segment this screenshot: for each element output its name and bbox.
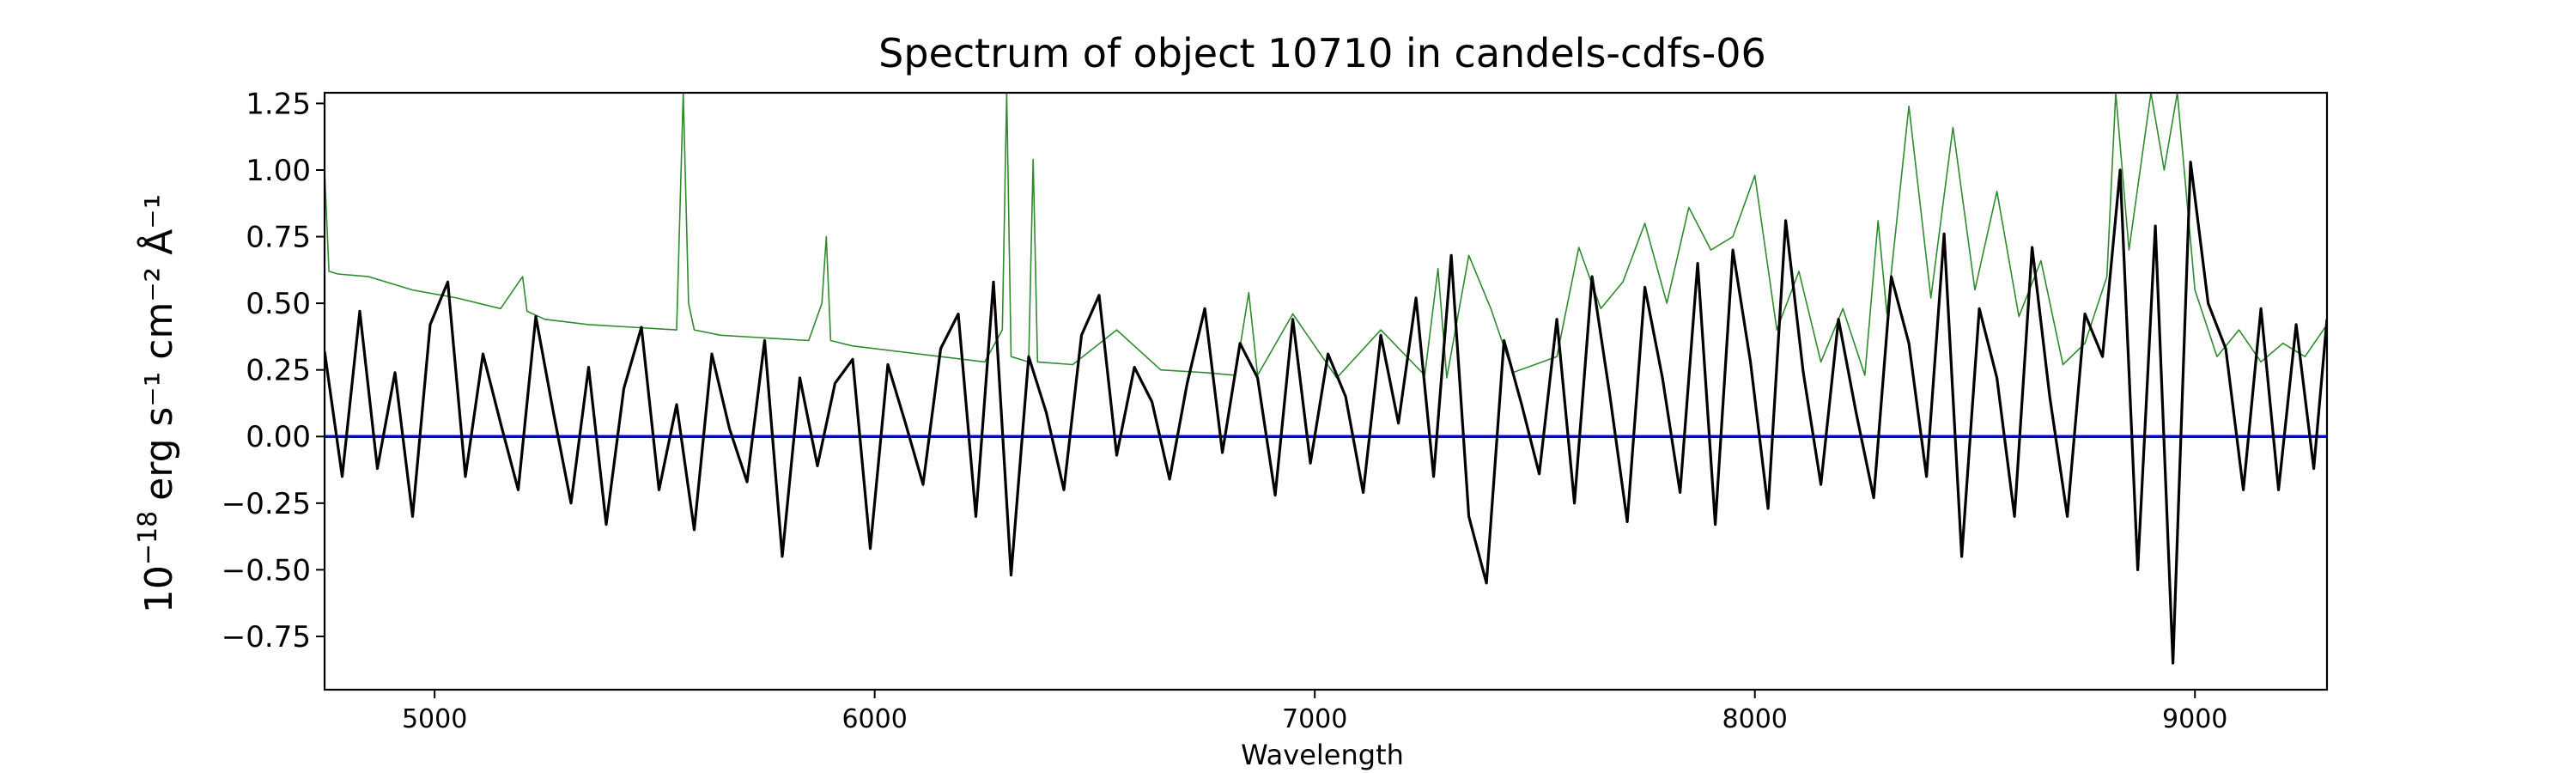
y-axis-label-exponent: −18 (133, 511, 163, 565)
x-tick-label: 9000 (2162, 704, 2227, 734)
y-tick-label: 0.25 (246, 354, 311, 388)
y-tick-label: 1.00 (246, 154, 311, 188)
y-axis-label: 10−18 erg s⁻¹ cm⁻² Å⁻¹ (133, 194, 181, 613)
plot-area (325, 93, 2327, 665)
y-axis-label-base: 10 (137, 565, 181, 613)
chart-title: Spectrum of object 10710 in candels-cdfs… (878, 30, 1766, 76)
series-line-error (325, 93, 2327, 379)
y-tick-label: 1.25 (246, 87, 311, 121)
x-axis-label: Wavelength (1241, 739, 1404, 771)
y-tick-label: 0.75 (246, 221, 311, 255)
y-tick-label: −0.75 (222, 620, 311, 654)
x-tick-label: 7000 (1282, 704, 1347, 734)
y-tick-label: 0.50 (246, 287, 311, 321)
plot-frame (323, 91, 2329, 691)
y-tick-label: −0.50 (222, 553, 311, 587)
y-tick-label: 0.00 (246, 420, 311, 454)
x-tick-label: 5000 (402, 704, 467, 734)
x-tick-label: 8000 (1722, 704, 1788, 734)
series-line-flux (325, 161, 2327, 665)
y-tick-label: −0.25 (222, 487, 311, 521)
axis-ticks: 5000 6000 7000 8000 9000 −0.75 −0.50 −0.25 0.00 0… (222, 87, 2228, 734)
y-axis-label-units: erg s⁻¹ cm⁻² Å⁻¹ (136, 194, 181, 501)
x-tick-label: 6000 (841, 704, 907, 734)
